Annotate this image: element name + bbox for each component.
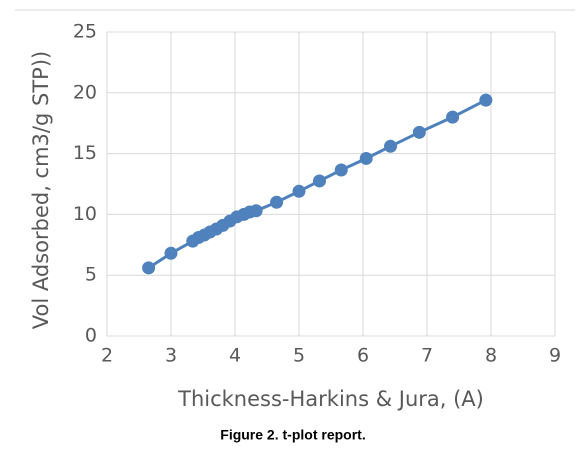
- y-tick-label: 0: [85, 325, 97, 347]
- y-axis-label: Vol Adsorbed, cm3/g STP)): [29, 51, 53, 329]
- y-tick-label: 15: [73, 142, 97, 164]
- point: [479, 93, 493, 107]
- point: [334, 163, 348, 177]
- caption: Figure 2. t-plot report.: [220, 427, 365, 443]
- x-tick-label: 9: [549, 345, 561, 367]
- x-tick-label: 3: [165, 345, 177, 367]
- x-tick-label: 7: [421, 345, 433, 367]
- point: [412, 125, 426, 139]
- point: [142, 261, 156, 275]
- point: [292, 184, 306, 198]
- point: [446, 110, 460, 124]
- y-tick-label: 20: [73, 81, 97, 103]
- x-tick-label: 6: [357, 345, 369, 367]
- y-tick-label: 10: [73, 203, 97, 225]
- point: [270, 195, 284, 209]
- point: [164, 246, 178, 260]
- point: [359, 151, 373, 165]
- point: [249, 204, 263, 218]
- point: [384, 139, 398, 153]
- y-tick-label: 25: [73, 21, 97, 43]
- point: [312, 174, 326, 188]
- y-tick-label: 5: [85, 264, 97, 286]
- x-tick-label: 2: [101, 345, 113, 367]
- x-tick-label: 4: [229, 345, 241, 367]
- x-tick-label: 8: [485, 345, 497, 367]
- x-tick-label: 5: [293, 345, 305, 367]
- x-axis-label: Thickness-Harkins & Jura, (A): [177, 387, 484, 411]
